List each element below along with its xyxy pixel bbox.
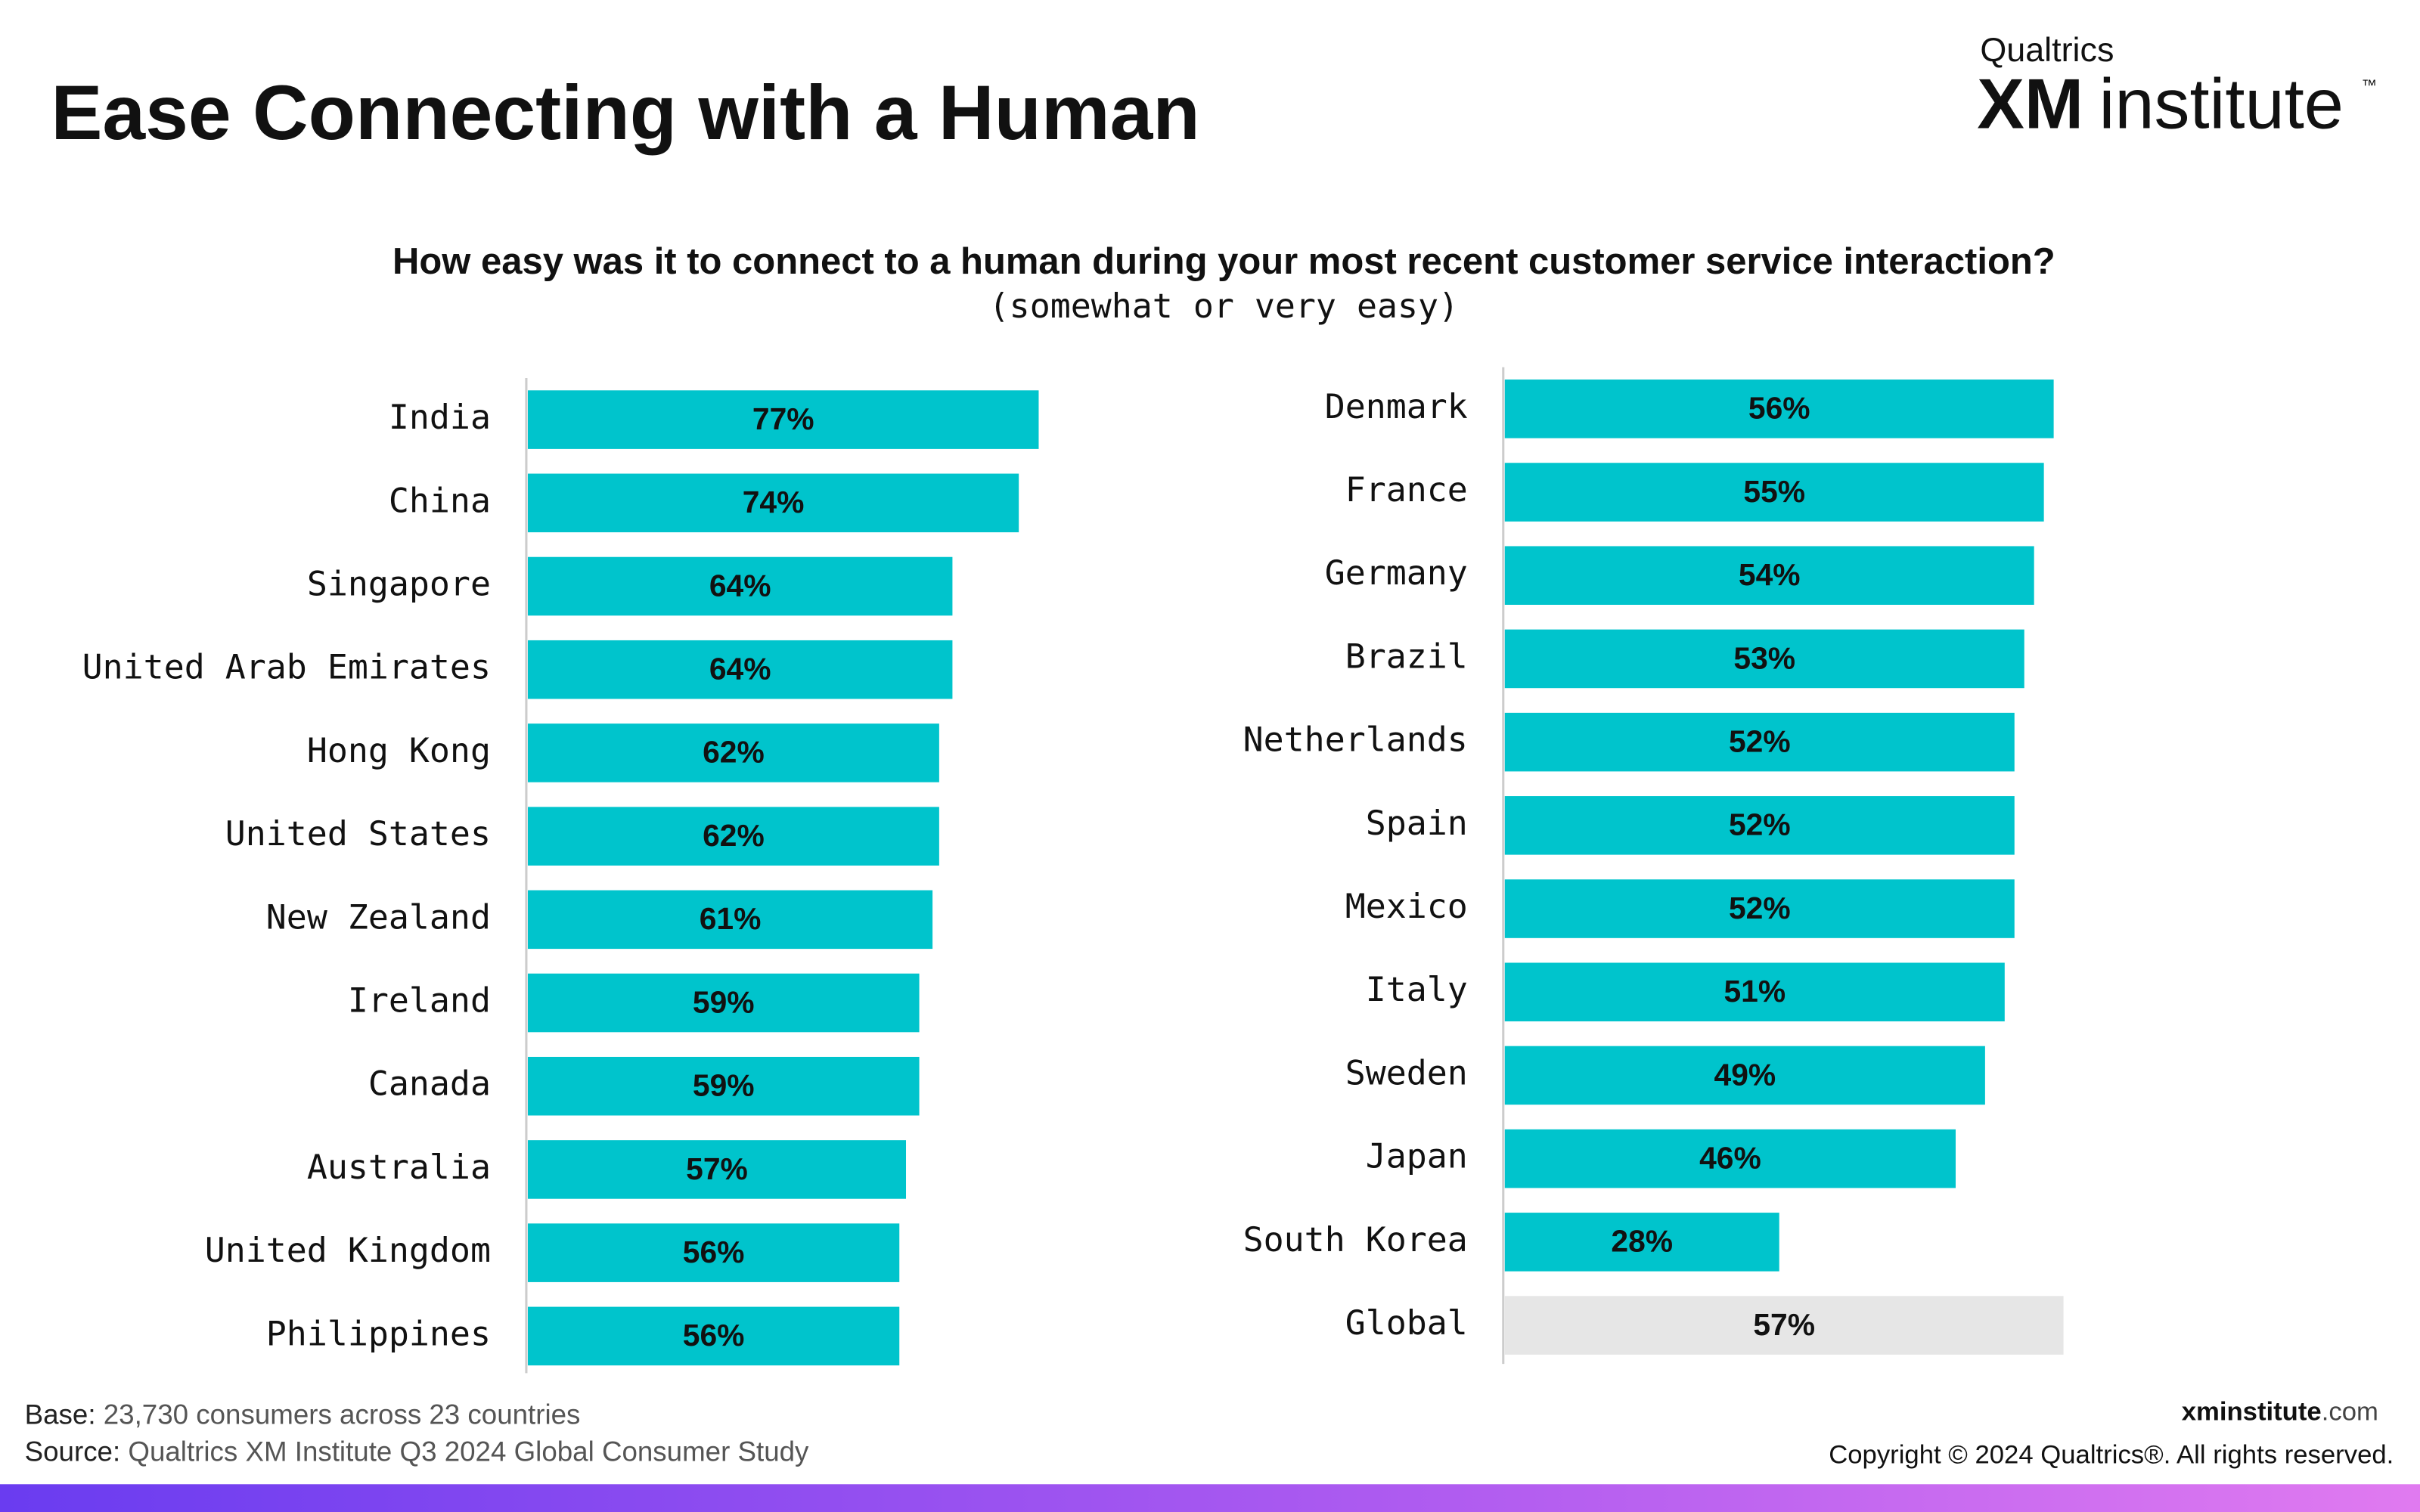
- site-bold: xminstitute: [2182, 1398, 2322, 1427]
- bar: [527, 723, 939, 782]
- category-label: United Arab Emirates: [82, 647, 491, 687]
- category-label: Singapore: [307, 564, 491, 604]
- bar: [1504, 380, 2054, 438]
- logo-tm: ™: [2361, 78, 2376, 94]
- category-label: Global: [1345, 1303, 1468, 1343]
- bar: [527, 890, 933, 950]
- base-text: 23,730 consumers across 23 countries: [96, 1399, 581, 1430]
- bar: [1504, 1046, 1985, 1105]
- value-label: 52%: [1729, 723, 1791, 758]
- bar: [1504, 1213, 1779, 1272]
- bar: [527, 640, 953, 699]
- footer-base: Base: 23,730 consumers across 23 countri…: [25, 1399, 581, 1430]
- category-label: Germany: [1325, 553, 1468, 593]
- value-label: 55%: [1743, 474, 1805, 509]
- category-label: Japan: [1366, 1136, 1468, 1176]
- bar: [1504, 879, 2015, 938]
- value-label: 74%: [743, 485, 805, 519]
- value-label: 54%: [1739, 557, 1801, 592]
- footer-source: Source: Qualtrics XM Institute Q3 2024 G…: [25, 1436, 809, 1467]
- value-label: 49%: [1714, 1057, 1776, 1092]
- category-label: Netherlands: [1243, 720, 1468, 760]
- logo-word: institute: [2099, 64, 2344, 144]
- bar: [1504, 962, 2005, 1022]
- bar: [527, 973, 920, 1033]
- bar: [527, 1306, 900, 1366]
- category-label: Canada: [368, 1064, 491, 1104]
- value-label: 64%: [709, 652, 771, 686]
- bar: [527, 1056, 920, 1116]
- base-label: Base:: [25, 1399, 96, 1430]
- value-label: 59%: [693, 1068, 755, 1103]
- value-label: 64%: [709, 568, 771, 603]
- footer-copyright: Copyright © 2024 Qualtrics®. All rights …: [1829, 1441, 2394, 1470]
- bar: [1504, 463, 2044, 522]
- category-label: Hong Kong: [307, 730, 491, 770]
- value-label: 53%: [1733, 640, 1795, 675]
- value-label: 52%: [1729, 807, 1791, 842]
- footer-site: xminstitute.com: [2182, 1398, 2378, 1427]
- bar: [527, 807, 939, 866]
- value-label: 59%: [693, 984, 755, 1019]
- bar: [1504, 1296, 2064, 1355]
- category-label: United Kingdom: [205, 1230, 491, 1270]
- value-label: 56%: [1748, 391, 1810, 426]
- category-label: Sweden: [1345, 1052, 1468, 1092]
- bar: [527, 473, 1019, 533]
- category-label: China: [389, 480, 491, 520]
- category-label: Australia: [307, 1147, 491, 1187]
- category-label: Ireland: [348, 981, 491, 1021]
- question-subtitle: (somewhat or very easy): [989, 286, 1459, 326]
- category-label: France: [1345, 469, 1468, 510]
- category-label: Spain: [1366, 803, 1468, 843]
- question-title: How easy was it to connect to a human du…: [392, 241, 2055, 282]
- logo-brand: Qualtrics: [1980, 30, 2114, 69]
- bar: [1504, 629, 2024, 689]
- bottom-band: [0, 1484, 2420, 1512]
- logo-xm: XM: [1977, 64, 2083, 144]
- value-label: 77%: [752, 401, 814, 436]
- value-label: 56%: [683, 1318, 745, 1352]
- category-label: Brazil: [1345, 636, 1468, 676]
- category-label: New Zealand: [266, 897, 491, 937]
- category-label: Denmark: [1325, 386, 1468, 426]
- value-label: 56%: [683, 1235, 745, 1269]
- value-label: 52%: [1729, 891, 1791, 925]
- value-label: 61%: [700, 901, 762, 936]
- category-label: South Korea: [1243, 1219, 1468, 1259]
- value-label: 57%: [686, 1151, 748, 1186]
- page-title: Ease Connecting with a Human: [51, 70, 1199, 156]
- category-label: Philippines: [266, 1313, 491, 1353]
- bar: [1504, 796, 2015, 855]
- bar: [1504, 1129, 1956, 1188]
- value-label: 62%: [703, 735, 765, 770]
- bar: [1504, 712, 2015, 772]
- category-label: Italy: [1366, 969, 1468, 1009]
- bar: [527, 1223, 900, 1282]
- category-label: Mexico: [1345, 886, 1468, 926]
- bar: [527, 556, 953, 616]
- bar: [527, 1140, 907, 1199]
- value-label: 57%: [1753, 1307, 1815, 1342]
- bar: [1504, 546, 2034, 605]
- value-label: 28%: [1611, 1224, 1673, 1259]
- bar: [527, 390, 1039, 449]
- category-label: India: [389, 397, 491, 437]
- source-text: Qualtrics XM Institute Q3 2024 Global Co…: [120, 1436, 809, 1467]
- value-label: 62%: [703, 818, 765, 853]
- site-rest: .com: [2322, 1398, 2378, 1427]
- source-label: Source:: [25, 1436, 121, 1467]
- category-label: United States: [225, 813, 491, 854]
- value-label: 46%: [1699, 1140, 1761, 1175]
- value-label: 51%: [1723, 974, 1786, 1009]
